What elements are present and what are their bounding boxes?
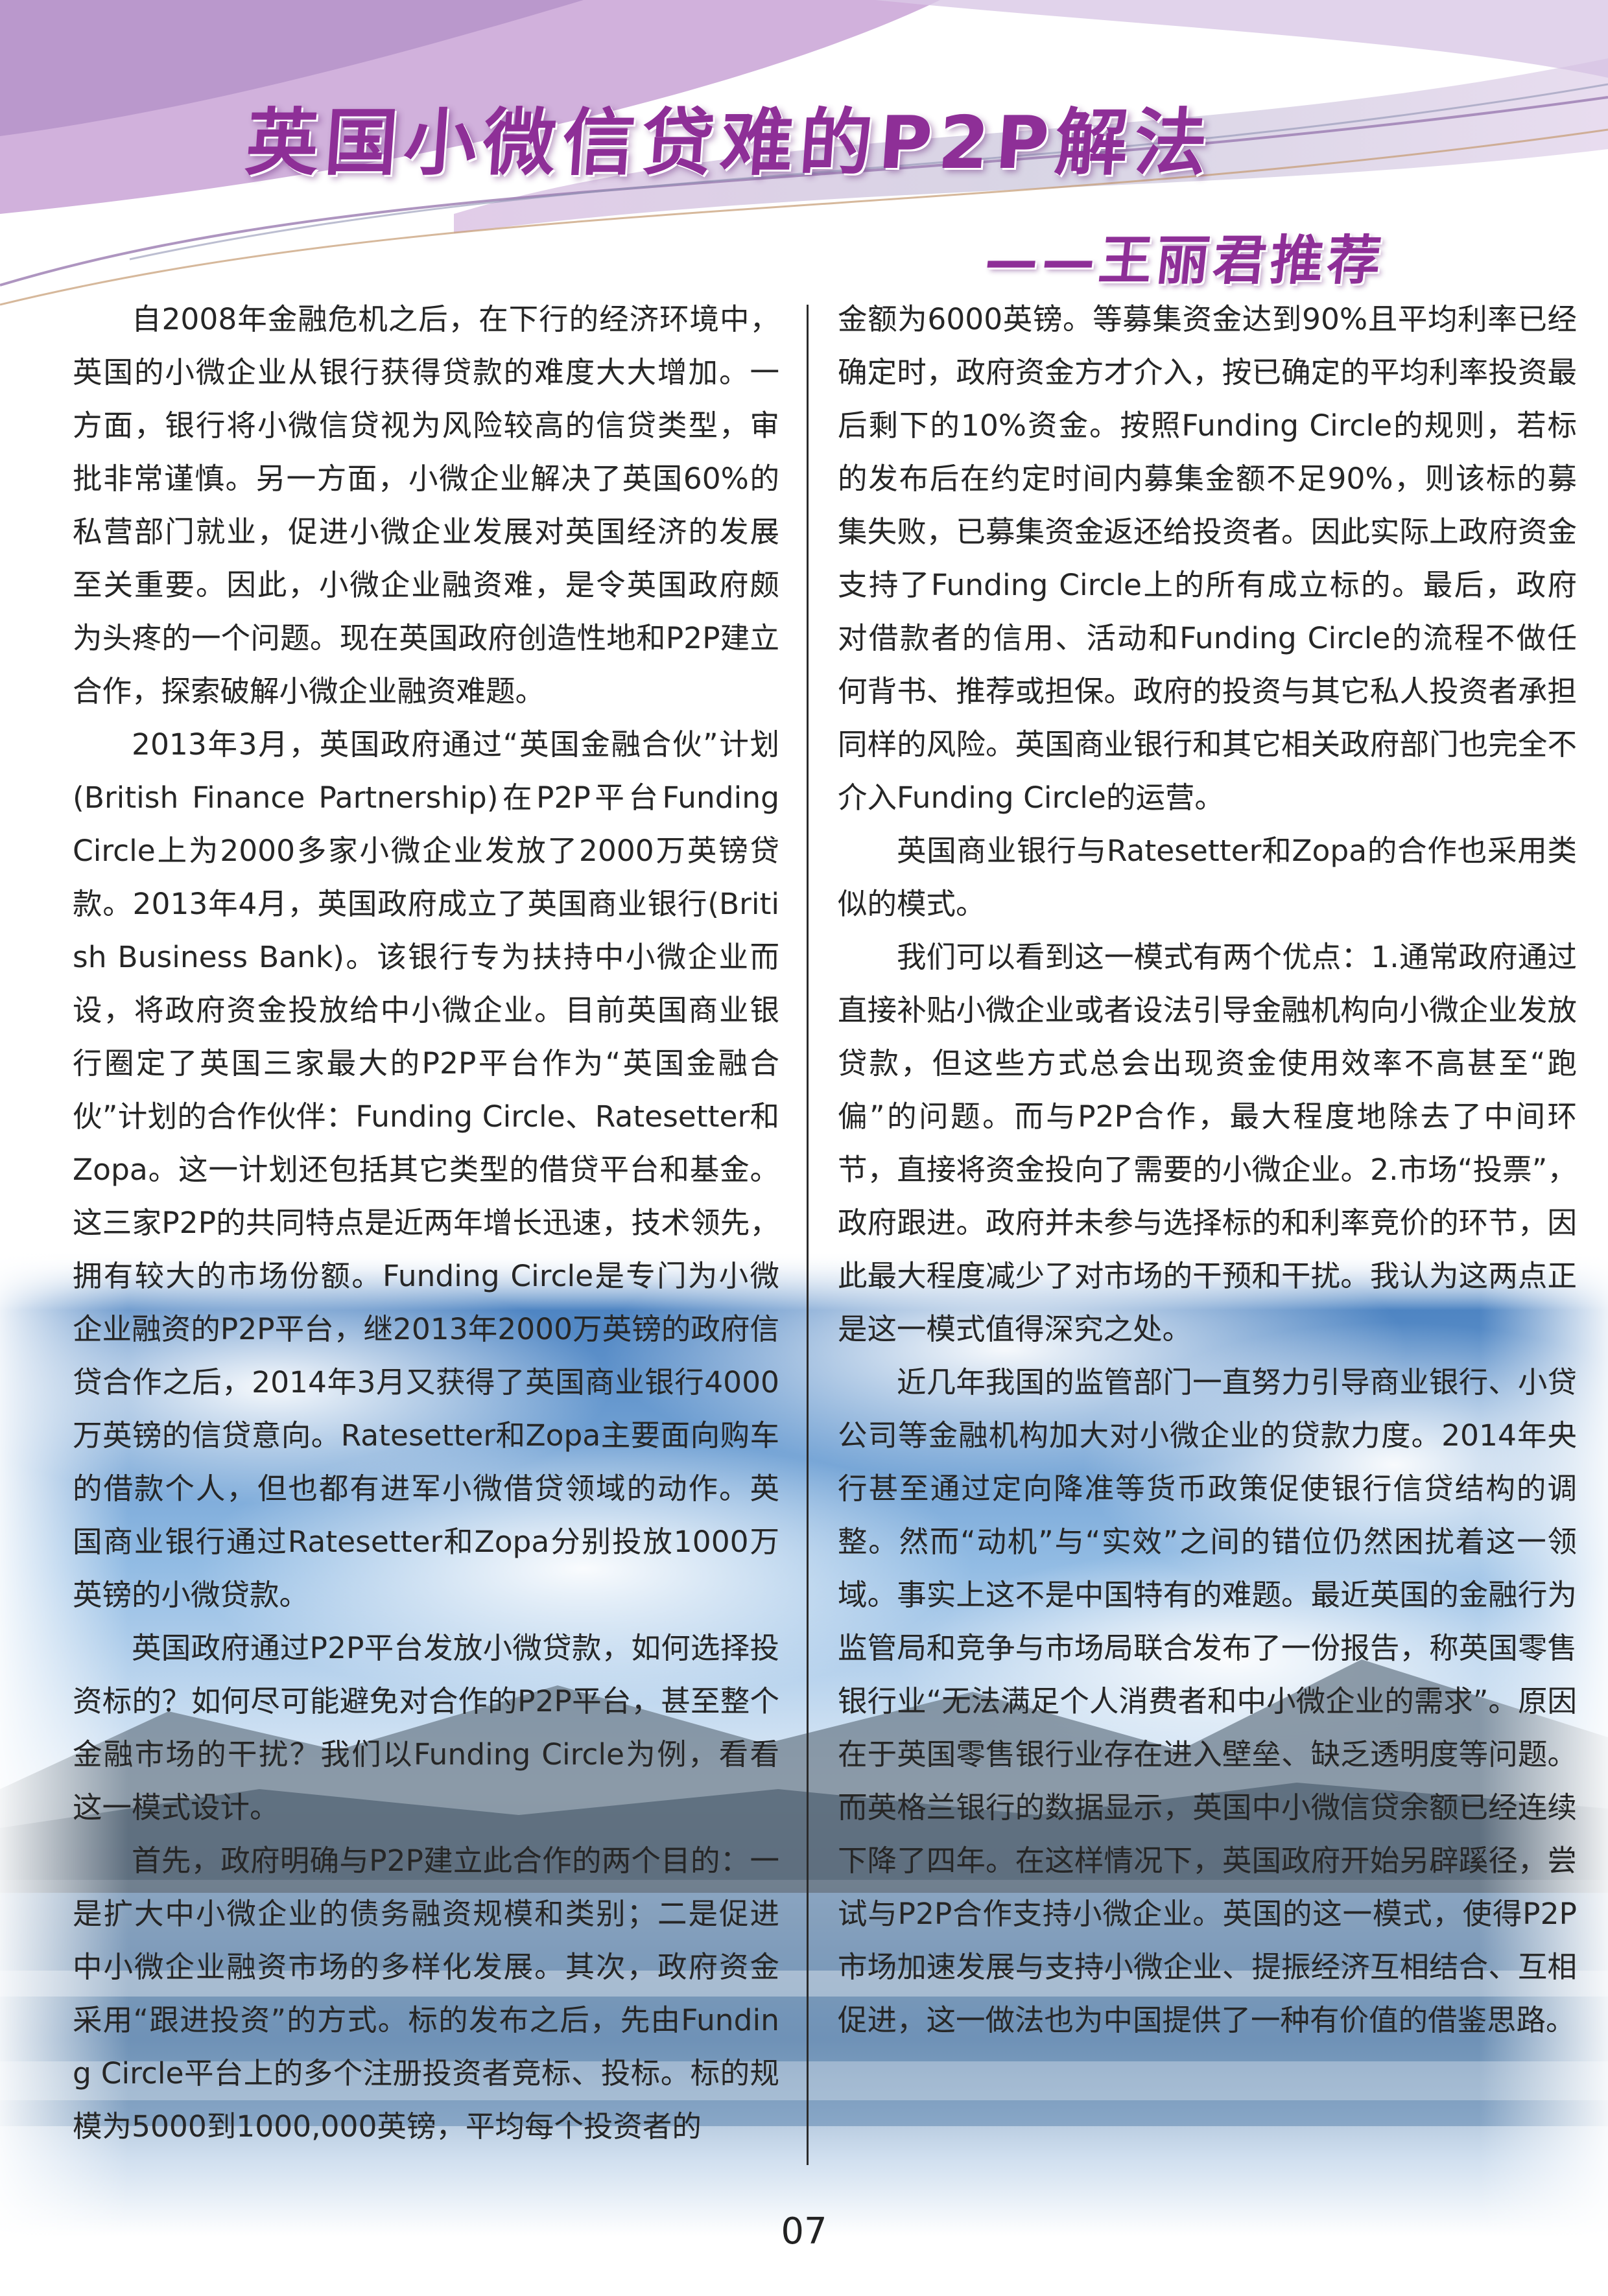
article-byline: ——王丽君推荐 [982, 230, 1388, 292]
page-number: 07 [781, 2210, 827, 2253]
paragraph: 首先，政府明确与P2P建立此合作的两个目的：一是扩大中小微企业的债务融资规模和类… [73, 1844, 779, 2144]
text-column-right: 金额为6000英镑。等募集资金达到90%且平均利率已经确定时，政府资金方才介入，… [838, 293, 1577, 2047]
paragraph-continued: 金额为6000英镑。等募集资金达到90%且平均利率已经确定时，政府资金方才介入，… [838, 302, 1577, 815]
paragraph: 自2008年金融危机之后，在下行的经济环境中，英国的小微企业从银行获得贷款的难度… [73, 302, 779, 709]
paragraph: 英国政府通过P2P平台发放小微贷款，如何选择投资标的？如何尽可能避免对合作的P2… [73, 1631, 779, 1825]
paragraph: 近几年我国的监管部门一直努力引导商业银行、小贷公司等金融机构加大对小微企业的贷款… [838, 1365, 1577, 2037]
paragraph: 英国商业银行与Ratesetter和Zopa的合作也采用类似的模式。 [838, 834, 1577, 921]
text-column-left: 自2008年金融危机之后，在下行的经济环境中，英国的小微企业从银行获得贷款的难度… [73, 293, 779, 2153]
article-title: 英国小微信贷难的P2P解法 [242, 101, 1216, 185]
paragraph: 我们可以看到这一模式有两个优点：1.通常政府通过直接补贴小微企业或者设法引导金融… [838, 940, 1577, 1346]
column-divider [807, 305, 809, 2165]
paragraph: 2013年3月，英国政府通过“英国金融合伙”计划(British Finance… [73, 727, 779, 1612]
